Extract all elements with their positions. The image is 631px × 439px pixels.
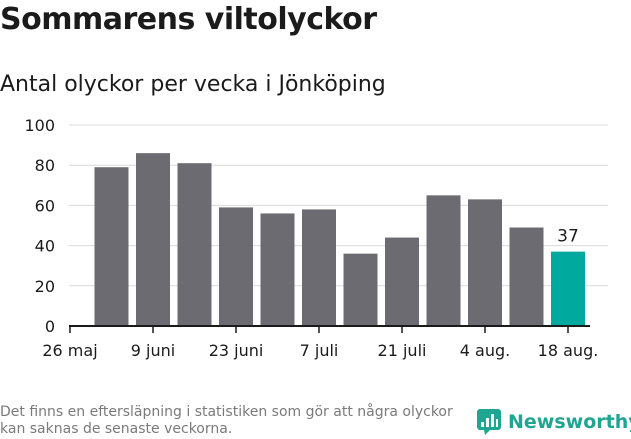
bar	[136, 153, 170, 326]
newsworthy-logo-icon	[477, 409, 501, 435]
bar	[343, 253, 378, 326]
x-tick-label: 23 juni	[209, 341, 264, 360]
chart-title: Sommarens viltolyckor	[0, 2, 377, 37]
bar	[385, 237, 419, 326]
bar	[468, 199, 502, 326]
brand-name: Newsworthy	[508, 411, 631, 433]
y-tick-label: 0	[45, 317, 55, 336]
y-tick-label: 100	[24, 116, 55, 135]
y-tick-label: 60	[35, 196, 55, 215]
y-tick-label: 80	[35, 156, 55, 175]
bar	[260, 213, 295, 326]
bar	[302, 209, 336, 326]
x-tick-label: 9 juni	[131, 341, 175, 360]
y-tick-label: 40	[35, 237, 55, 256]
data-label: 37	[557, 227, 579, 247]
bar	[219, 207, 253, 326]
x-tick-label: 18 aug.	[538, 341, 599, 360]
y-tick-label: 20	[35, 277, 55, 296]
bar	[551, 251, 585, 326]
chart-subtitle: Antal olyckor per vecka i Jönköping	[0, 72, 386, 97]
bar-chart: 0 20 40 60 80 100 26 maj 9 juni 23 juni 7 juli 21 …	[24, 116, 608, 360]
bar	[94, 167, 129, 326]
x-tick-label: 26 maj	[42, 341, 97, 360]
bar	[426, 195, 461, 326]
x-tick-label: 7 juli	[300, 341, 339, 360]
x-tick-label: 4 aug.	[460, 341, 510, 360]
bar	[177, 163, 212, 326]
x-tick-label: 21 juli	[378, 341, 427, 360]
bar	[509, 227, 544, 326]
newsworthy-brand[interactable]: Newsworthy	[476, 408, 631, 436]
footnote: Det finns en eftersläpning i statistiken…	[0, 404, 453, 437]
